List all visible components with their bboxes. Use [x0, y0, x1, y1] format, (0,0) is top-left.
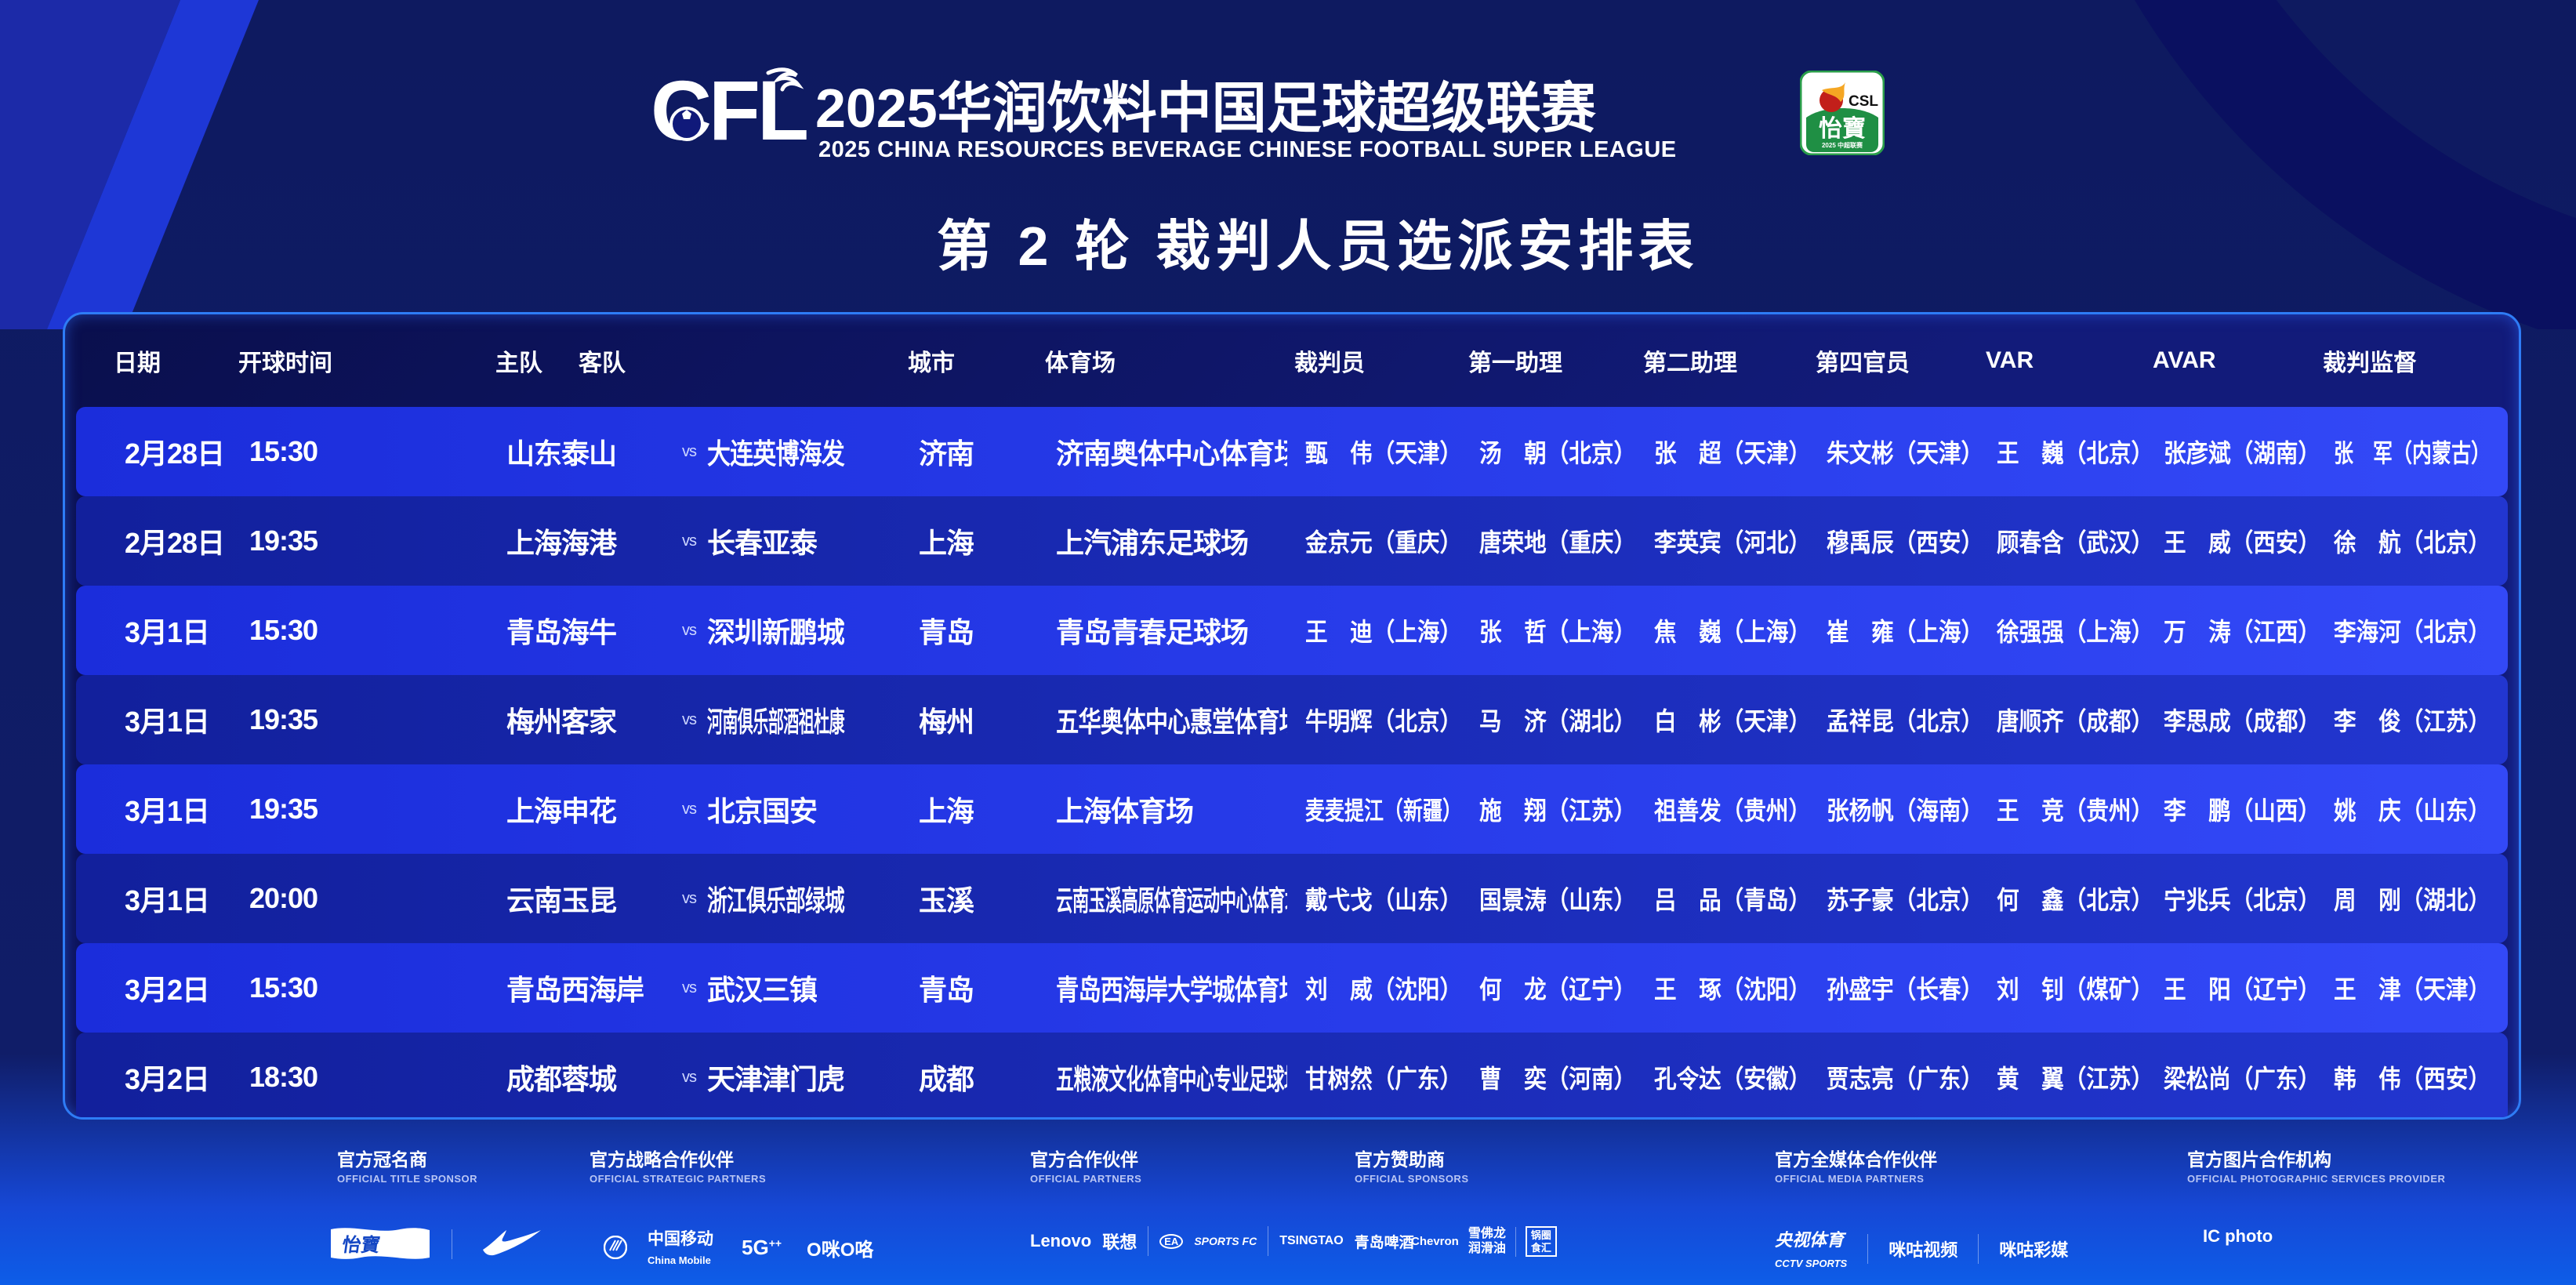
svg-text:怡寶: 怡寶: [1819, 115, 1866, 142]
svg-text:CSL: CSL: [1849, 93, 1878, 110]
svg-text:怡寶: 怡寶: [341, 1234, 382, 1256]
svg-text:2025 中超联赛: 2025 中超联赛: [1822, 141, 1863, 149]
